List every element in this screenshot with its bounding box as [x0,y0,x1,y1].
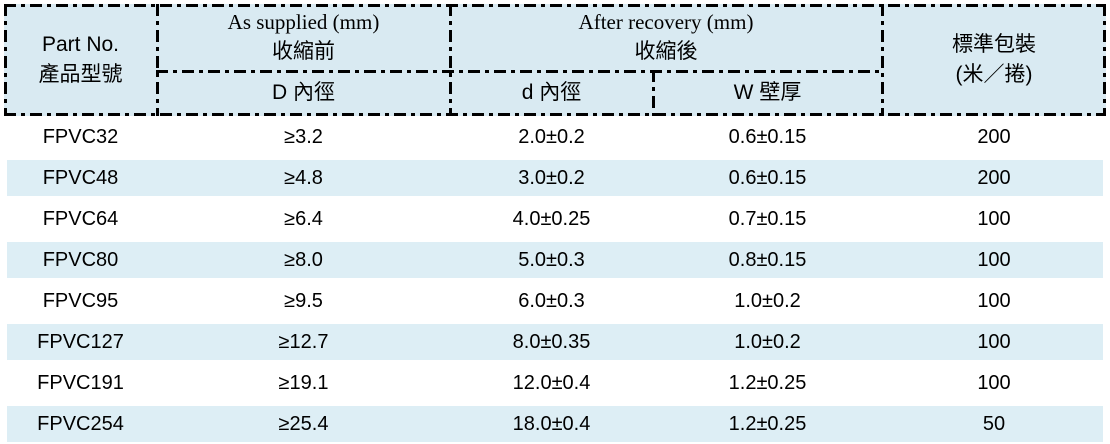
table-row: FPVC64 ≥6.4 4.0±0.25 0.7±0.15 100 [4,199,1106,240]
cell-part-no: FPVC191 [37,372,124,394]
header-sub-d-recovered: d 內徑 [450,70,653,116]
table-row: FPVC191 ≥19.1 12.0±0.4 1.2±0.25 100 [4,363,1106,404]
header-border-bottom [4,113,1106,116]
cell-recovered-d: 2.0±0.2 [518,126,585,148]
cell-packaging: 100 [977,290,1011,312]
header-sub-w-wall-label: W 壁厚 [733,81,802,104]
cell-as-supplied-d: ≥3.2 [284,126,323,148]
cell-part-no: FPVC127 [37,331,124,353]
cell-wall-w: 0.7±0.15 [728,208,807,230]
cell-wall-w: 0.6±0.15 [728,167,807,189]
cell-recovered-d: 4.0±0.25 [512,208,591,230]
cell-wall-w: 1.0±0.2 [734,331,801,353]
cell-packaging: 100 [977,331,1011,353]
cell-recovered-d: 6.0±0.3 [518,290,585,312]
cell-part-no: FPVC48 [42,167,119,189]
cell-recovered-d: 5.0±0.3 [518,249,585,271]
cell-wall-w: 0.8±0.15 [728,249,807,271]
cell-packaging: 50 [982,413,1006,435]
cell-wall-w: 0.6±0.15 [728,126,807,148]
cell-recovered-d: 3.0±0.2 [518,167,585,189]
header-as-supplied-zh: 收縮前 [272,40,335,63]
header-packaging-unit: (米／捲) [955,63,1033,86]
header-divider-packaging [881,4,884,116]
header-sub-d-recovered-label: d 內徑 [521,81,582,104]
header-sub-d-inner-label: D 內徑 [272,81,335,104]
cell-packaging: 100 [977,249,1011,271]
header-as-supplied: As supplied (mm) 收縮前 [157,4,450,70]
table-header: Part No. 產品型號 As supplied (mm) 收縮前 After… [4,4,1106,116]
header-packaging: 標準包裝 (米／捲) [882,4,1106,116]
cell-packaging: 200 [977,126,1011,148]
header-after-recovery-zh: 收縮後 [634,40,698,63]
cell-recovered-d: 18.0±0.4 [512,413,591,435]
cell-packaging: 100 [977,208,1011,230]
header-border-left [4,4,7,116]
table-row: FPVC32 ≥3.2 2.0±0.2 0.6±0.15 200 [4,117,1106,158]
cell-as-supplied-d: ≥19.1 [278,372,329,394]
cell-as-supplied-d: ≥9.5 [284,290,323,312]
cell-recovered-d: 12.0±0.4 [512,372,591,394]
table-row: FPVC95 ≥9.5 6.0±0.3 1.0±0.2 100 [4,281,1106,322]
cell-part-no: FPVC95 [42,290,119,312]
header-after-recovery-en: After recovery (mm) [578,10,754,34]
cell-part-no: FPVC64 [42,208,119,230]
cell-packaging: 100 [977,372,1011,394]
table-row: FPVC48 ≥4.8 3.0±0.2 0.6±0.15 200 [4,158,1106,199]
cell-as-supplied-d: ≥25.4 [278,413,329,435]
table-row: FPVC254 ≥25.4 18.0±0.4 1.2±0.25 50 [4,404,1106,444]
table-row: FPVC127 ≥12.7 8.0±0.35 1.0±0.2 100 [4,322,1106,363]
cell-wall-w: 1.0±0.2 [734,290,801,312]
cell-packaging: 200 [977,167,1011,189]
header-sub-w-wall: W 壁厚 [653,70,882,116]
cell-as-supplied-d: ≥6.4 [284,208,323,230]
header-packaging-zh: 標準包裝 [952,33,1036,56]
header-part-no-zh: 產品型號 [38,63,123,86]
header-border-right [1103,4,1106,116]
header-divider-subcolumns [652,70,655,116]
header-border-mid [156,70,884,73]
header-as-supplied-en: As supplied (mm) [227,10,380,34]
cell-as-supplied-d: ≥12.7 [278,331,329,353]
header-divider-partno [156,4,159,116]
header-part-no: Part No. 產品型號 [4,4,157,116]
header-border-top [4,4,1106,7]
cell-wall-w: 1.2±0.25 [728,413,807,435]
cell-as-supplied-d: ≥4.8 [284,167,323,189]
cell-part-no: FPVC254 [37,413,124,435]
cell-as-supplied-d: ≥8.0 [284,249,323,271]
cell-wall-w: 1.2±0.25 [728,372,807,394]
cell-part-no: FPVC32 [42,126,119,148]
table-row: FPVC80 ≥8.0 5.0±0.3 0.8±0.15 100 [4,240,1106,281]
header-after-recovery: After recovery (mm) 收縮後 [450,4,882,70]
table-body: FPVC32 ≥3.2 2.0±0.2 0.6±0.15 200 FPVC48 … [4,117,1106,444]
header-part-no-en: Part No. [41,33,120,56]
header-sub-d-inner: D 內徑 [157,70,450,116]
header-divider-assupplied [449,4,452,116]
cell-recovered-d: 8.0±0.35 [512,331,591,353]
cell-part-no: FPVC80 [42,249,119,271]
